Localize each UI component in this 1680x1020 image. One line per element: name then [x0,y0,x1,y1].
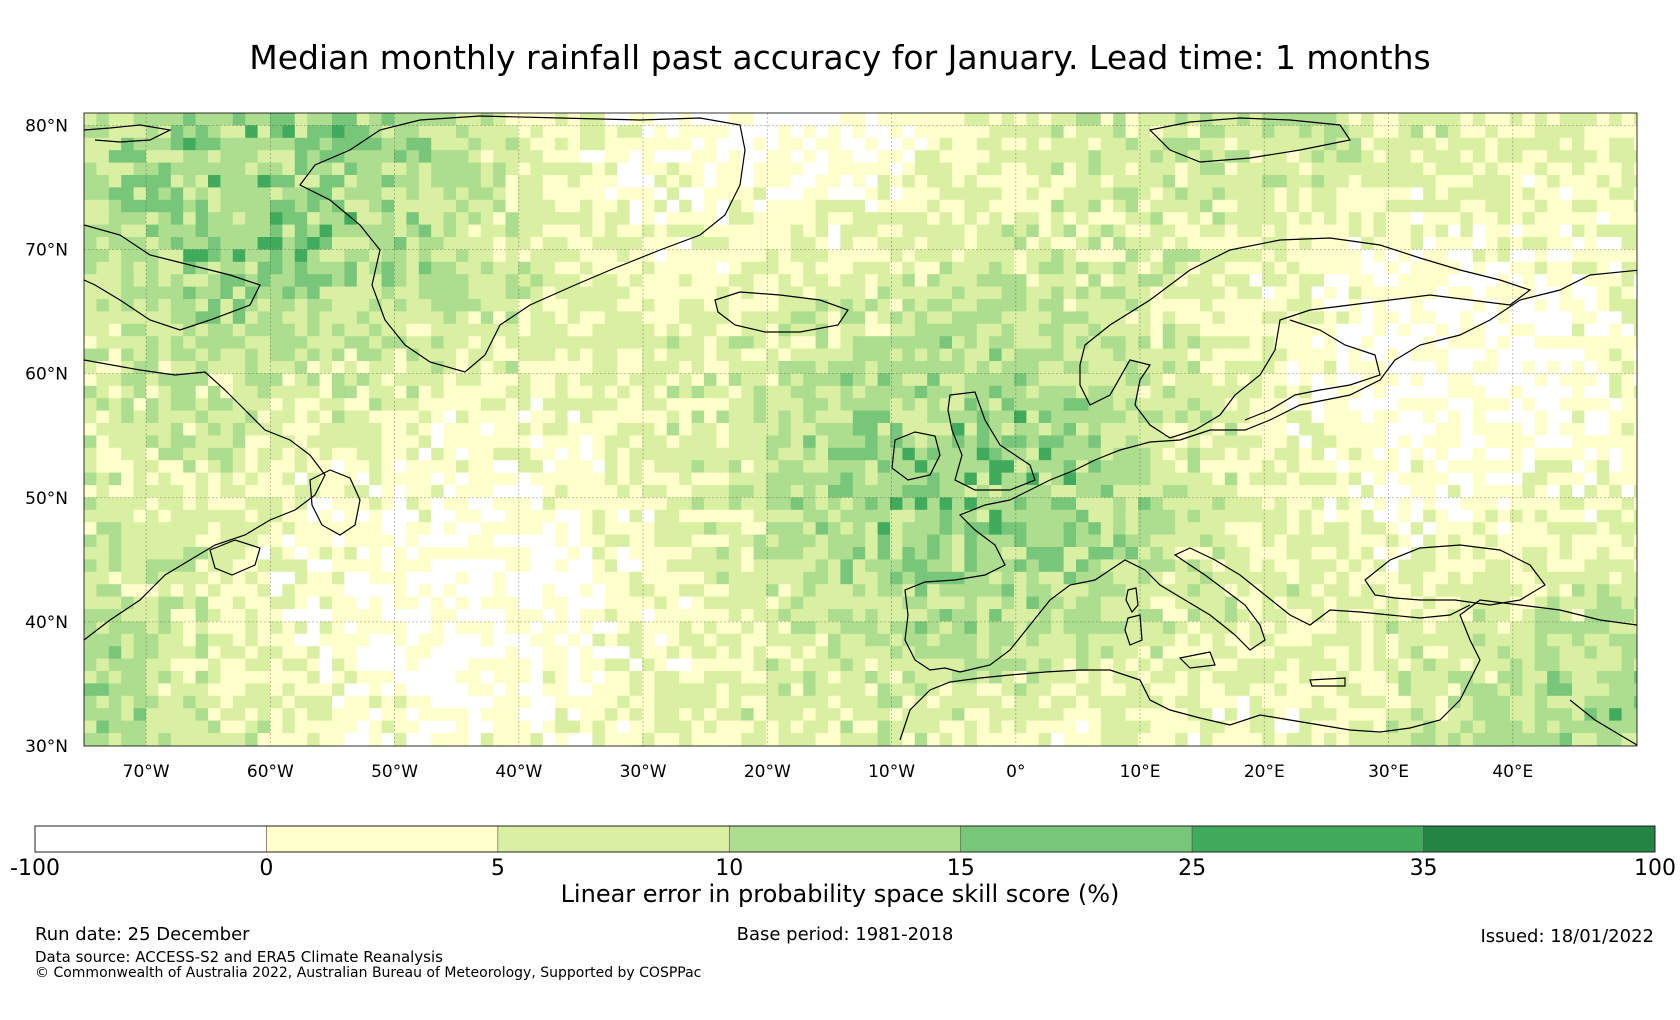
lon-label: 70°W [123,762,170,782]
lon-label: 20°E [1244,762,1285,782]
longitude-labels: 70°W 60°W 50°W 40°W 30°W 20°W 10°W 0° 10°E 20°E 30… [123,762,1534,782]
graticule [84,113,1637,746]
run-date: Run date: 25 December [35,924,250,945]
lon-label: 40°W [495,762,542,782]
colorbar-tick-label: 35 [1410,856,1438,881]
lon-label: 40°E [1492,762,1533,782]
lon-label: 10°W [868,762,915,782]
colorbar-tick-label: 25 [1178,856,1206,881]
map-title: Median monthly rainfall past accuracy fo… [249,38,1431,77]
colorbar-title: Linear error in probability space skill … [560,880,1120,908]
lon-label: 0° [1006,762,1025,782]
lat-label: 60°N [25,365,68,385]
colorbar-tick-label: 0 [259,856,273,881]
lat-label: 50°N [25,489,68,509]
lat-label: 30°N [25,737,68,757]
lat-label: 80°N [25,116,68,136]
colorbar-tick-label: 100 [1634,856,1676,881]
colorbar-segment [960,825,1193,853]
lon-label: 50°W [371,762,418,782]
lon-label: 30°W [620,762,667,782]
colorbar-segment [728,825,962,853]
colorbar-tick-label: 10 [715,856,743,881]
colorbar-tick-label: 15 [947,856,975,881]
colorbar-segment [34,825,267,853]
lat-label: 70°N [25,241,68,261]
lon-label: 20°W [744,762,791,782]
colorbar-segment [266,825,499,853]
skill-score-grid [84,113,1637,746]
lon-label: 10°E [1120,762,1161,782]
lat-label: 40°N [25,613,68,633]
latitude-labels: 80°N 70°N 60°N 50°N 40°N 30°N [25,116,68,757]
colorbar-tick-label: -100 [10,856,60,881]
colorbar [34,825,1656,853]
data-source: Data source: ACCESS-S2 and ERA5 Climate … [35,948,443,966]
colorbar-segment [1191,825,1424,853]
map-frame [83,112,1638,747]
colorbar-tick-label: 5 [491,856,505,881]
lon-label: 60°W [247,762,294,782]
colorbar-segment [1423,825,1656,853]
colorbar-labels: -100 0 5 10 15 25 35 100 [10,856,1676,881]
copyright: © Commonwealth of Australia 2022, Austra… [35,965,702,981]
base-period: Base period: 1981-2018 [736,924,954,945]
issued-date: Issued: 18/01/2022 [1480,926,1654,947]
colorbar-segment [497,825,730,853]
lon-label: 30°E [1368,762,1409,782]
coastlines [84,115,1637,746]
